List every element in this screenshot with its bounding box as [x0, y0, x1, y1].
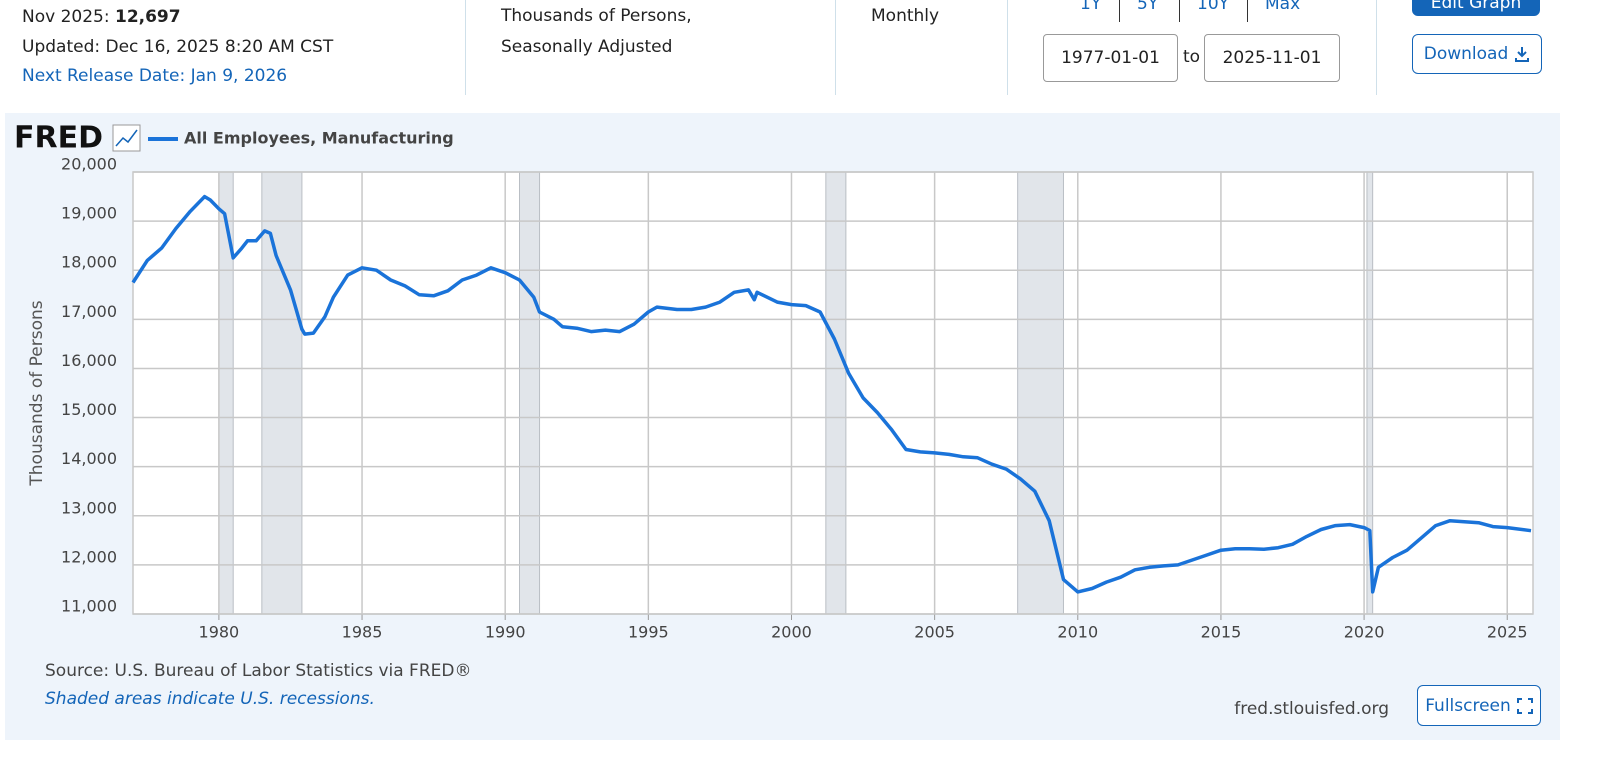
y-tick-label: 12,000 [61, 547, 117, 566]
separator [465, 0, 466, 95]
y-tick-label: 11,000 [61, 597, 117, 616]
x-tick-label: 2005 [914, 623, 955, 642]
x-tick-label: 1980 [199, 623, 240, 642]
site: fred.stlouisfed.org [1234, 699, 1389, 719]
x-tick-label: 2015 [1201, 623, 1242, 642]
download-button[interactable]: Download [1412, 34, 1542, 74]
x-tick-label: 1995 [628, 623, 669, 642]
fullscreen-button[interactable]: Fullscreen [1417, 685, 1541, 726]
edit-graph-label: Edit Graph [1430, 0, 1522, 13]
range-button[interactable]: 10Y [1197, 0, 1230, 14]
brand-logo: FRED [14, 121, 103, 156]
download-label: Download [1423, 44, 1509, 64]
y-tick-label: 14,000 [61, 449, 117, 468]
fullscreen-icon [1516, 697, 1533, 714]
start-date-input[interactable]: 1977-01-01 [1043, 34, 1178, 82]
range-separator [1179, 0, 1180, 22]
observation-label: Nov 2025: [22, 7, 110, 27]
observation-value: 12,697 [114, 7, 181, 27]
end-date-input[interactable]: 2025-11-01 [1204, 34, 1340, 82]
units: Thousands of Persons, [501, 6, 692, 26]
next-release[interactable]: Next Release Date: Jan 9, 2026 [22, 66, 288, 86]
y-tick-label: 20,000 [61, 155, 117, 174]
download-icon [1515, 47, 1530, 62]
x-tick-label: 2000 [771, 623, 812, 642]
logo-icon [112, 124, 141, 152]
x-tick-label: 2025 [1487, 623, 1528, 642]
y-tick-label: 13,000 [61, 498, 117, 517]
separator [1007, 0, 1008, 95]
source: Source: U.S. Bureau of Labor Statistics … [45, 661, 471, 681]
fullscreen-label: Fullscreen [1425, 695, 1511, 716]
plot-border [132, 171, 1534, 615]
y-tick-label: 15,000 [61, 400, 117, 419]
to-label: to [1183, 47, 1201, 67]
recession-band [261, 171, 303, 615]
range-separator [1119, 0, 1120, 22]
edit-graph-button[interactable]: Edit Graph [1412, 0, 1540, 16]
y-tick-label: 18,000 [61, 253, 117, 272]
range-button[interactable]: 5Y [1137, 0, 1159, 14]
y-tick-label: 16,000 [61, 351, 117, 370]
y-tick-label: 19,000 [61, 204, 117, 223]
recession-band [825, 171, 847, 615]
series-line [131, 194, 1532, 594]
x-tick-label: 1985 [342, 623, 383, 642]
units: Seasonally Adjusted [501, 37, 673, 57]
updated: Updated: Dec 16, 2025 8:20 AM CST [22, 37, 334, 57]
recession-band [519, 171, 541, 615]
separator [835, 0, 836, 95]
x-tick-label: 2010 [1057, 623, 1098, 642]
x-tick-label: 2020 [1344, 623, 1385, 642]
separator [1376, 0, 1377, 95]
range-button[interactable]: Max [1265, 0, 1301, 14]
note: Shaded areas indicate U.S. recessions. [45, 689, 375, 709]
frequency: Monthly [871, 6, 940, 26]
y-axis-label: Thousands of Persons [27, 300, 47, 486]
legend-label: All Employees, Manufacturing [184, 129, 454, 148]
range-button[interactable]: 1Y [1080, 0, 1102, 14]
recession-band [1017, 171, 1064, 615]
observation: Nov 2025: 12,697 [22, 7, 181, 27]
x-tick-label: 1990 [485, 623, 526, 642]
y-tick-label: 17,000 [61, 302, 117, 321]
range-separator [1247, 0, 1248, 22]
